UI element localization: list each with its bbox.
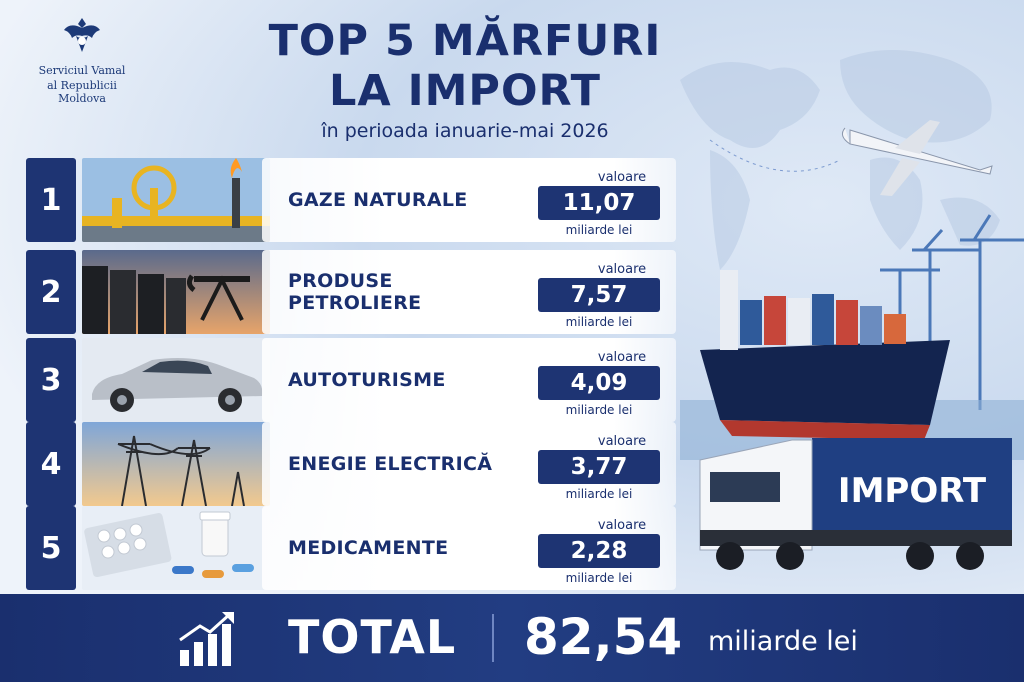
item-card: PRODUSE PETROLIERE valoare 7,57 miliarde… xyxy=(262,250,676,334)
growth-chart-icon xyxy=(179,612,234,666)
logo-line-2: al Republicii Moldova xyxy=(47,79,117,105)
cargo-ship xyxy=(700,270,950,440)
airplane-icon xyxy=(841,120,993,196)
value-label: valoare xyxy=(597,518,647,533)
value-label: valoare xyxy=(597,434,647,449)
page-subtitle: în perioada ianuarie-mai 2026 xyxy=(321,120,609,142)
item-card: ENEGIE ELECTRICĂ valoare 3,77 miliarde l… xyxy=(262,422,676,506)
import-truck: IMPORT xyxy=(699,438,1012,570)
rank-badge: 5 xyxy=(26,506,76,590)
value-unit: miliarde lei xyxy=(565,403,633,417)
rank-badge: 2 xyxy=(26,250,76,334)
item-card: AUTOTURISME valoare 4,09 miliarde lei xyxy=(262,338,676,422)
import-item-3: 3 AUTOTURISME valoare 4,09 miliarde lei xyxy=(26,338,676,422)
item-card: MEDICAMENTE valoare 2,28 miliarde lei xyxy=(262,506,676,590)
value-unit: miliarde lei xyxy=(565,487,633,501)
item-name: ENEGIE ELECTRICĂ xyxy=(288,453,493,475)
oil-barrels-image xyxy=(82,250,270,334)
value-unit: miliarde lei xyxy=(565,223,633,237)
total-bar: TOTAL 82,54 miliarde lei xyxy=(0,594,1024,682)
total-divider xyxy=(492,614,494,662)
import-item-2: 2 PRODUSE PETROLIERE valoare 7,57 miliar… xyxy=(26,250,676,334)
item-name: AUTOTURISME xyxy=(288,369,446,391)
page-title: TOP 5 MĂRFURI LA IMPORT xyxy=(230,16,700,116)
value-unit: miliarde lei xyxy=(565,571,633,585)
value-amount: 3,77 xyxy=(538,450,660,484)
truck-import-text: IMPORT xyxy=(838,471,987,511)
world-map-graphic xyxy=(680,50,1000,270)
import-item-5: 5 MEDICAMENTE valoare 2,28 miliarde lei xyxy=(26,506,676,590)
rank-badge: 4 xyxy=(26,422,76,506)
total-value: 82,54 xyxy=(524,608,683,666)
customs-logo: Serviciul Vamal al Republicii Moldova xyxy=(22,14,142,105)
value-amount: 2,28 xyxy=(538,534,660,568)
title-line-2: LA IMPORT xyxy=(328,66,602,116)
total-unit: miliarde lei xyxy=(708,625,858,657)
logo-line-1: Serviciul Vamal xyxy=(38,64,126,77)
value-label: valoare xyxy=(597,350,647,365)
import-item-1: 1 GAZE NATURALE valoare 11,07 miliarde l… xyxy=(26,158,676,242)
import-item-4: 4 ENEGIE ELECTRICĂ valoare 3,77 miliarde… xyxy=(26,422,676,506)
item-name: GAZE NATURALE xyxy=(288,189,468,211)
value-label: valoare xyxy=(597,262,647,277)
item-card: GAZE NATURALE valoare 11,07 miliarde lei xyxy=(262,158,676,242)
value-amount: 4,09 xyxy=(538,366,660,400)
car-image xyxy=(82,338,270,422)
value-amount: 11,07 xyxy=(538,186,660,220)
rank-badge: 3 xyxy=(26,338,76,422)
pills-image xyxy=(82,506,270,590)
coat-of-arms-icon xyxy=(64,18,100,52)
rank-badge: 1 xyxy=(26,158,76,242)
value-amount: 7,57 xyxy=(538,278,660,312)
power-pylons-image xyxy=(82,422,270,506)
item-name: MEDICAMENTE xyxy=(288,537,449,559)
title-line-1: TOP 5 MĂRFURI xyxy=(268,16,662,66)
item-name: PRODUSE PETROLIERE xyxy=(288,270,422,314)
gas-pipeline-image xyxy=(82,158,270,242)
import-scene: IMPORT xyxy=(680,120,1024,570)
total-label: TOTAL xyxy=(288,610,457,664)
value-label: valoare xyxy=(597,170,647,185)
value-unit: miliarde lei xyxy=(565,315,633,329)
